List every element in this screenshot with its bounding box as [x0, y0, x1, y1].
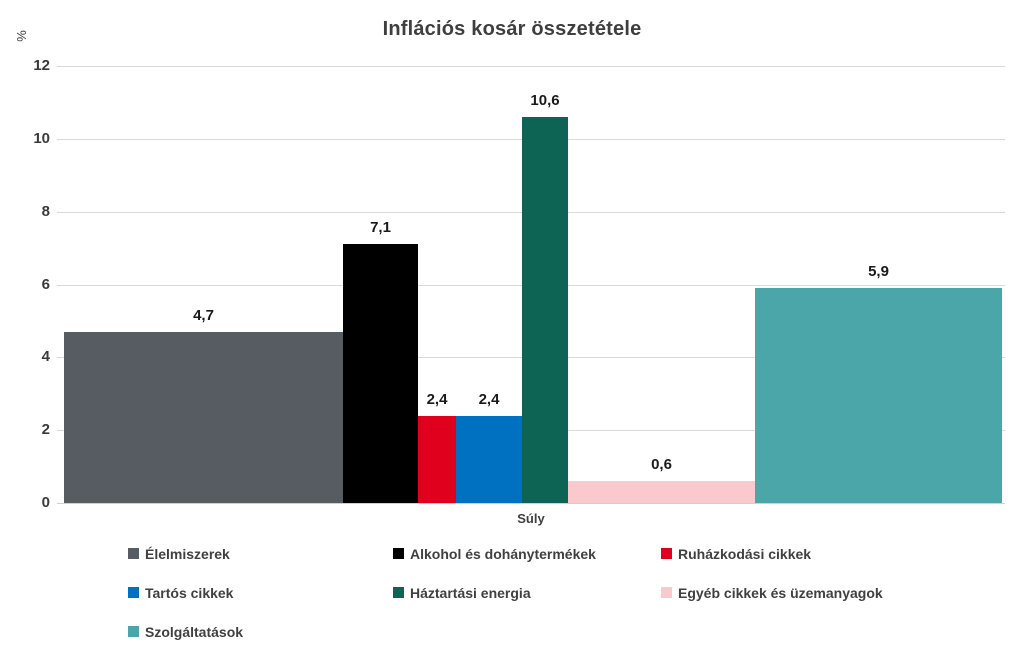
legend-label: Szolgáltatások	[145, 623, 244, 640]
legend: Élelmiszerek Alkohol és dohánytermékek Ruh…	[128, 534, 1001, 651]
legend-item: Alkohol és dohánytermékek	[393, 546, 661, 562]
legend-label: Háztartási energia	[410, 584, 531, 601]
bar-2	[343, 244, 418, 503]
legend-item: Ruházkodási cikkek	[661, 546, 1001, 562]
chart-title: Inflációs kosár összetétele	[382, 18, 642, 40]
legend-swatch-icon	[661, 587, 672, 598]
bar-6	[568, 481, 755, 503]
y-tick-label: 12	[33, 57, 50, 74]
bar-7	[755, 288, 1002, 503]
legend-swatch-icon	[128, 626, 139, 637]
bar-value-label: 4,7	[193, 306, 214, 324]
bar-value-label: 2,4	[426, 390, 448, 408]
bar-value-label: 5,9	[868, 263, 889, 281]
legend-item: Élelmiszerek	[128, 546, 393, 562]
y-tick-label: 10	[33, 129, 50, 147]
gridline	[57, 66, 1005, 67]
legend-swatch-icon	[128, 587, 139, 598]
y-tick-label: 2	[41, 421, 50, 439]
legend-item: Tartós cikkek	[128, 585, 393, 601]
legend-label: Tartós cikkek	[145, 584, 234, 601]
legend-swatch-icon	[661, 548, 672, 559]
y-tick-label: 8	[41, 202, 50, 220]
bar-3	[418, 415, 456, 503]
legend-swatch-icon	[128, 548, 139, 559]
legend-item: Szolgáltatások	[128, 624, 393, 640]
bar-value-label: 7,1	[370, 219, 391, 237]
x-axis-line	[57, 503, 1005, 504]
y-tick-label: 0	[41, 494, 50, 511]
legend-swatch-icon	[393, 548, 404, 559]
legend-label: Élelmiszerek	[145, 545, 230, 562]
y-axis-unit-label: %	[14, 30, 29, 42]
y-tick-label: 6	[41, 275, 50, 293]
bar-value-label: 10,6	[530, 91, 560, 109]
bar-1	[64, 331, 343, 503]
legend-item: Egyéb cikkek és üzemanyagok	[661, 585, 1001, 601]
legend-label: Alkohol és dohánytermékek	[410, 545, 596, 562]
y-tick-label: 4	[41, 348, 50, 366]
bar-value-label: 2,4	[478, 390, 500, 408]
bar-value-label: 0,6	[651, 456, 672, 474]
legend-item: Háztartási energia	[393, 585, 661, 601]
legend-label: Egyéb cikkek és üzemanyagok	[678, 584, 883, 601]
bar-5	[522, 116, 568, 503]
x-axis-category-label: Súly	[517, 511, 545, 526]
legend-label: Ruházkodási cikkek	[678, 545, 812, 562]
legend-swatch-icon	[393, 587, 404, 598]
bar-4	[456, 415, 522, 503]
